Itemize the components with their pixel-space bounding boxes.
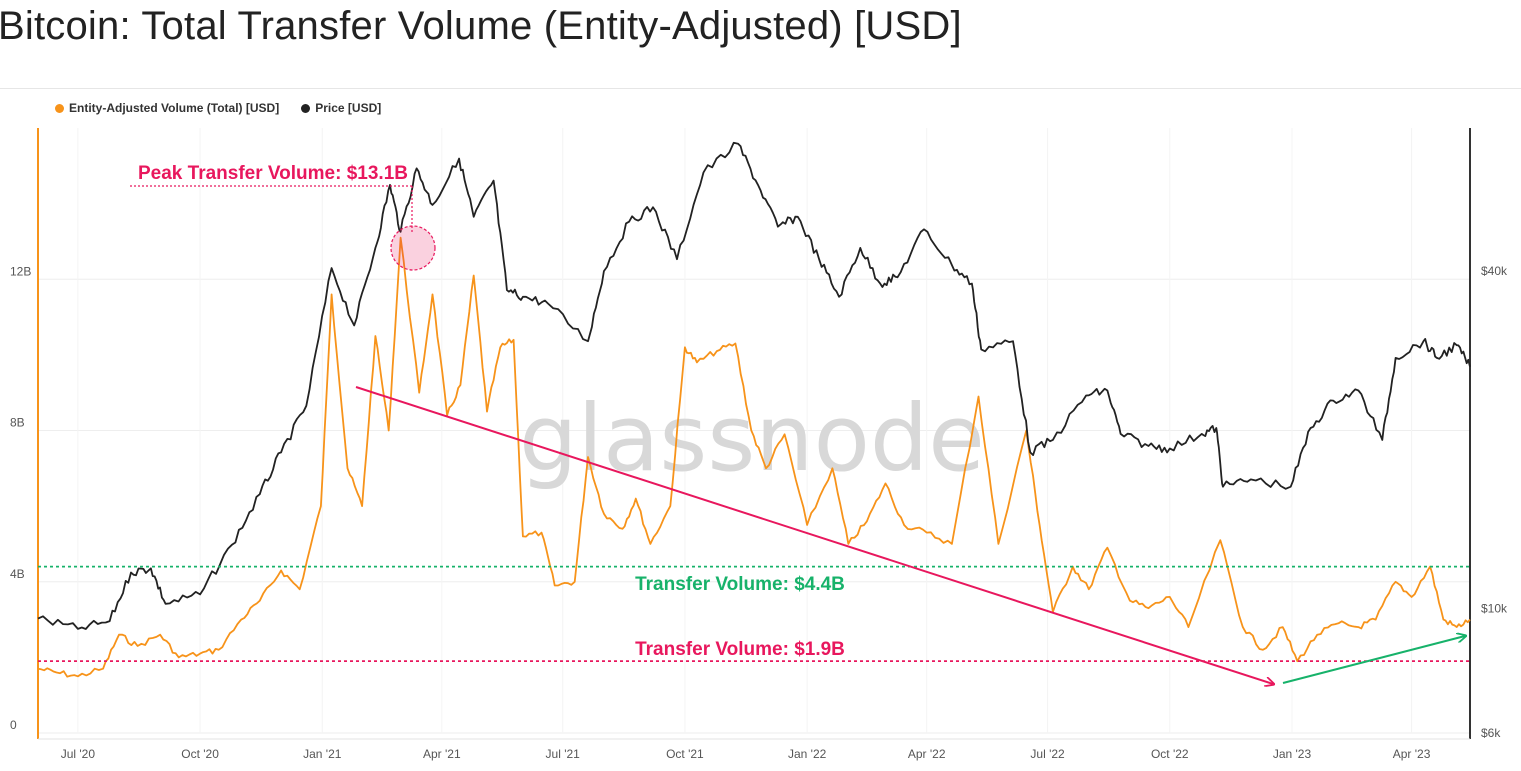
y-left-tick-label: 4B (10, 567, 25, 581)
y-left-tick-label: 12B (10, 264, 31, 278)
x-tick-label: Oct '22 (1151, 747, 1189, 761)
price-series-line (37, 141, 1471, 630)
watermark: glassnode (519, 385, 985, 492)
title-divider (0, 88, 1521, 89)
legend-item-price[interactable]: Price [USD] (301, 101, 381, 115)
y-left-tick-label: 0 (10, 718, 17, 732)
x-tick-label: Jan '22 (788, 747, 827, 761)
y-left-tick-label: 8B (10, 416, 25, 430)
x-tick-label: Apr '23 (1393, 747, 1431, 761)
x-tick-label: Jul '21 (546, 747, 581, 761)
legend-swatch-volume (55, 103, 64, 113)
x-tick-label: Jul '20 (61, 747, 96, 761)
mid-level-label: Transfer Volume: $4.4B (635, 574, 845, 595)
annotations: Peak Transfer Volume: $13.1B Transfer Vo… (38, 163, 1470, 684)
downtrend-arrow (355, 386, 1273, 684)
peak-volume-label: Peak Transfer Volume: $13.1B (138, 163, 408, 184)
series-layer (37, 141, 1471, 678)
legend-item-volume[interactable]: Entity-Adjusted Volume (Total) [USD] (55, 101, 279, 115)
x-tick-label: Apr '21 (423, 747, 461, 761)
peak-highlight-circle (390, 225, 436, 271)
volume-series-line (37, 236, 1471, 678)
legend: Entity-Adjusted Volume (Total) [USD] Pri… (55, 101, 381, 115)
x-tick-label: Jan '21 (303, 747, 342, 761)
y-right-tick-label: $6k (1481, 726, 1501, 740)
legend-swatch-price (301, 103, 311, 113)
x-tick-label: Jul '22 (1030, 747, 1065, 761)
x-tick-label: Jan '23 (1273, 747, 1312, 761)
x-tick-label: Oct '20 (181, 747, 219, 761)
low-level-label: Transfer Volume: $1.9B (635, 639, 845, 660)
uptrend-arrow (1282, 636, 1465, 684)
legend-label-volume: Entity-Adjusted Volume (Total) [USD] (69, 101, 280, 115)
x-tick-label: Apr '22 (908, 747, 946, 761)
x-tick-label: Oct '21 (666, 747, 704, 761)
chart-title: Bitcoin: Total Transfer Volume (Entity-A… (0, 4, 962, 48)
y-right-tick-label: $10k (1481, 602, 1508, 616)
legend-label-price: Price [USD] (315, 101, 382, 115)
axes: 0 4B 8B 12B $6k $10k $40k Jul '20 Oct '20 Jan '21… (10, 128, 1508, 761)
y-right-tick-label: $40k (1481, 264, 1508, 278)
gridlines (38, 128, 1470, 734)
